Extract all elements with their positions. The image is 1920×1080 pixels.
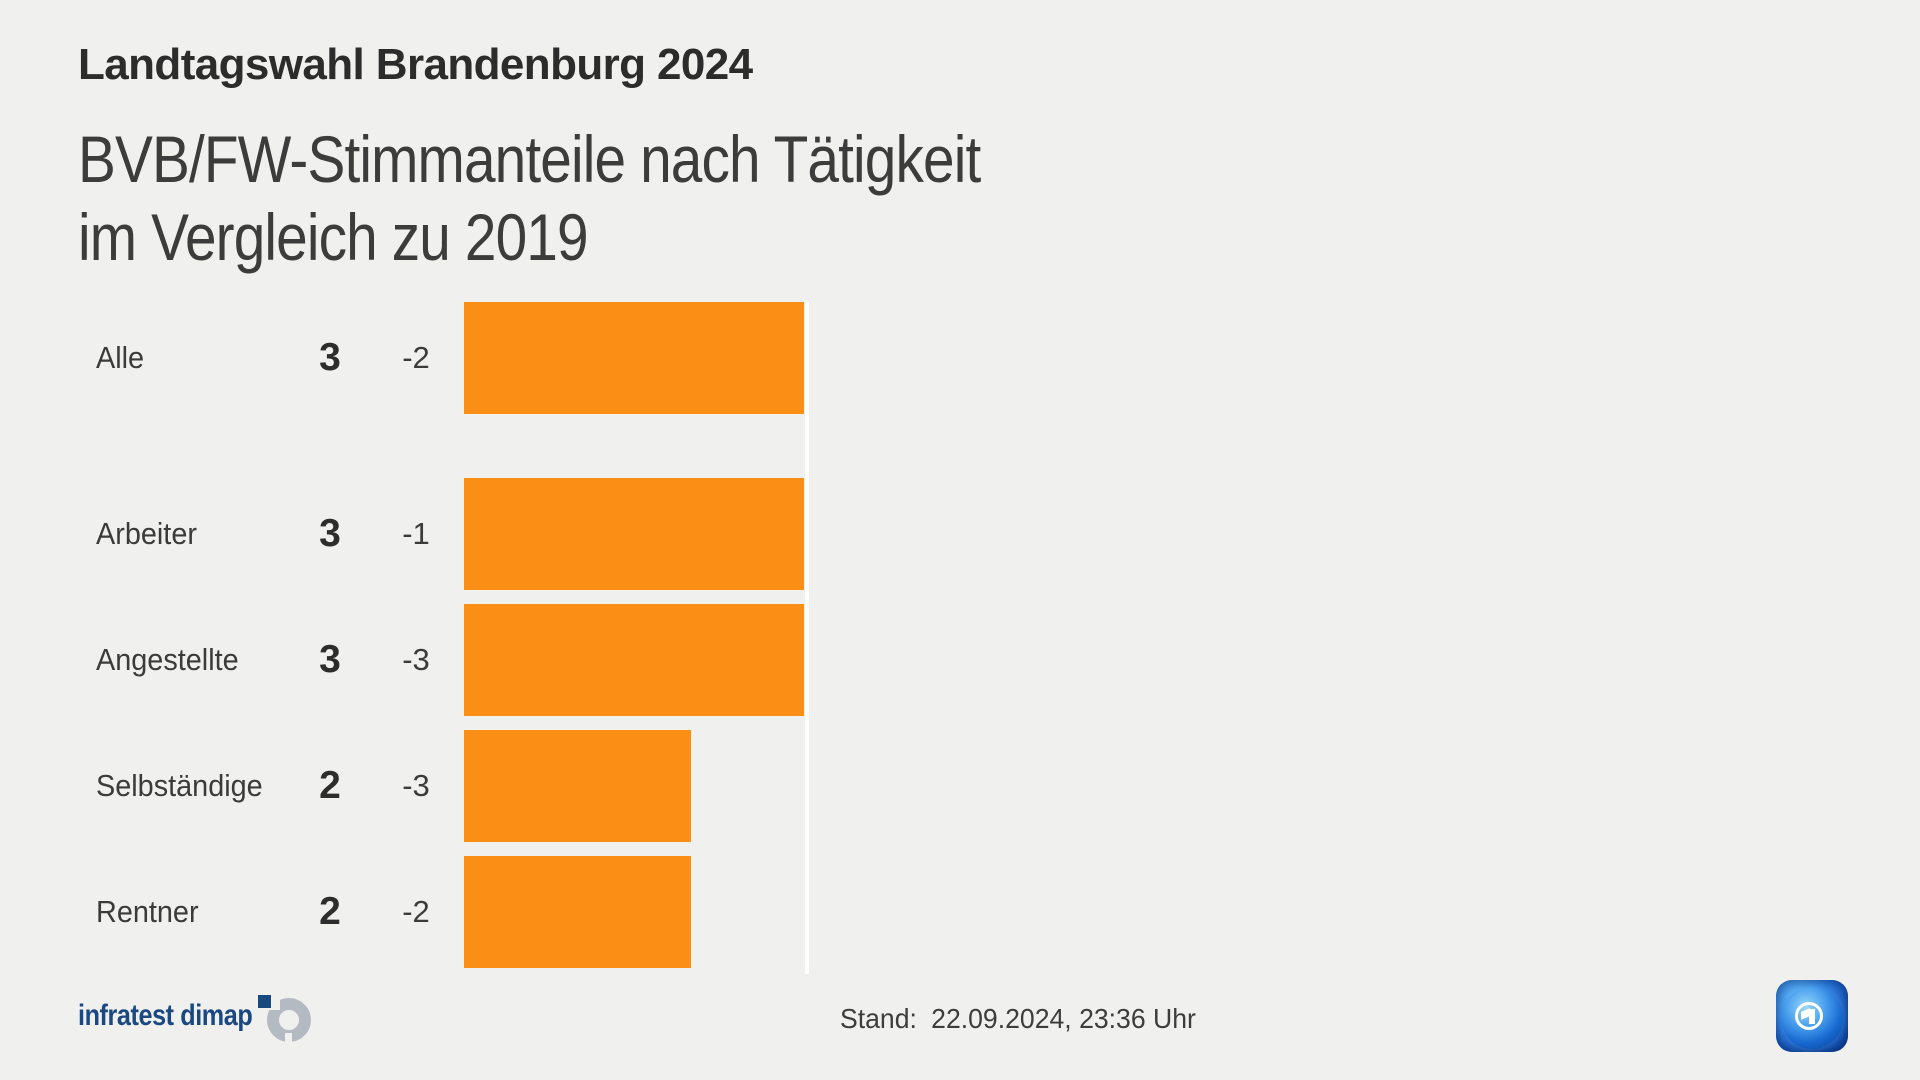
chart-row: Selbständige 2 -3 (0, 730, 1920, 842)
chart-row: Arbeiter 3 -1 (0, 478, 1920, 590)
chart-row: Rentner 2 -2 (0, 856, 1920, 968)
category-label: Rentner (96, 894, 199, 929)
value-label: 2 (319, 764, 341, 807)
bar (464, 604, 804, 716)
bar (464, 856, 691, 968)
infratest-dimap-logo-icon (256, 994, 314, 1048)
stand-label: Stand: (840, 1003, 917, 1034)
logo-one-stem (1809, 1009, 1815, 1024)
logo-blue-square (258, 995, 271, 1008)
change-label: -2 (402, 340, 430, 375)
source-label: infratest dimap (78, 999, 253, 1032)
logo-white-ring (1795, 1002, 1823, 1030)
category-label: Alle (96, 340, 145, 375)
bar (464, 302, 804, 414)
change-label: -3 (402, 642, 430, 677)
value-label: 3 (319, 512, 341, 555)
change-label: -3 (402, 768, 430, 803)
stand-value: 22.09.2024, 23:36 Uhr (931, 1003, 1196, 1034)
bar (464, 478, 804, 590)
kicker: Landtagswahl Brandenburg 2024 (78, 40, 753, 89)
ard-tagesschau-logo-icon (1776, 980, 1848, 1052)
category-label: Arbeiter (96, 516, 197, 551)
chart-row: Angestellte 3 -3 (0, 604, 1920, 716)
logo-ring-notch (285, 1033, 292, 1047)
category-label: Angestellte (96, 642, 239, 677)
value-label: 2 (319, 890, 341, 933)
title-line-2: im Vergleich zu 2019 (78, 200, 589, 274)
bar (464, 730, 691, 842)
title-line-1: BVB/FW-Stimmanteile nach Tätigkeit (78, 122, 981, 196)
axis-reference-line (805, 302, 809, 974)
chart-row: Alle 3 -2 (0, 302, 1920, 414)
category-label: Selbständige (96, 768, 263, 803)
change-label: -1 (402, 516, 430, 551)
change-label: -2 (402, 894, 430, 929)
timestamp: Stand: 22.09.2024, 23:36 Uhr (840, 1003, 1196, 1035)
value-label: 3 (319, 336, 341, 379)
value-label: 3 (319, 638, 341, 681)
